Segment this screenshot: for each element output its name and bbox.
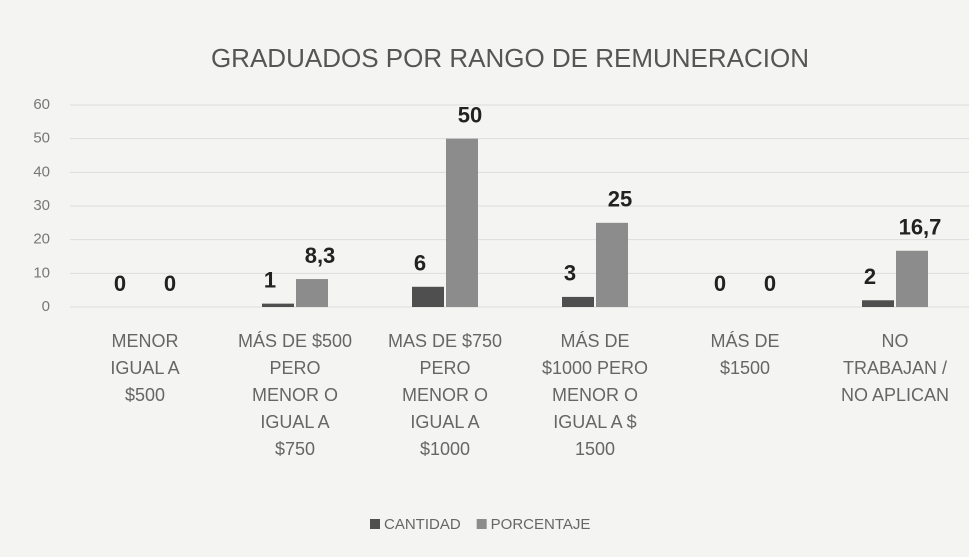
data-label: 0: [764, 271, 776, 296]
legend-swatch: [476, 519, 487, 529]
data-label: 16,7: [899, 215, 942, 240]
data-label: 6: [414, 251, 426, 276]
data-label: 8,3: [305, 243, 336, 268]
legend-label: PORCENTAJE: [491, 516, 591, 533]
x-tick-label: MÁS DE $1500: [710, 331, 779, 378]
data-label: 1: [264, 267, 276, 292]
bar: [596, 222, 628, 307]
bar: [862, 300, 894, 307]
y-tick-label: 40: [33, 163, 50, 180]
bar: [262, 303, 294, 307]
bar: [412, 286, 444, 307]
data-label: 0: [164, 271, 176, 296]
x-tick-label: MENOR IGUAL A $500: [110, 331, 179, 405]
x-tick-label: MÁS DE $500 PERO MENOR O IGUAL A $750: [238, 331, 352, 459]
data-label: 25: [608, 187, 632, 212]
y-tick-label: 30: [33, 197, 50, 214]
y-tick-label: 10: [33, 264, 50, 281]
data-label: 50: [458, 102, 482, 127]
data-label: 2: [864, 264, 876, 289]
legend-label: CANTIDAD: [384, 516, 461, 533]
bar: [296, 279, 328, 307]
bar: [446, 138, 478, 307]
y-tick-label: 60: [33, 96, 50, 113]
data-label: 0: [114, 271, 126, 296]
bar: [562, 296, 594, 307]
y-tick-label: 20: [33, 231, 50, 248]
legend-swatch: [370, 519, 380, 529]
bar: [896, 250, 928, 307]
y-tick-label: 0: [42, 298, 50, 315]
chart-title: GRADUADOS POR RANGO DE REMUNERACION: [211, 43, 809, 73]
data-label: 3: [564, 261, 576, 286]
x-tick-label: NO TRABAJAN / NO APLICAN: [841, 331, 949, 405]
x-tick-label: MAS DE $750 PERO MENOR O IGUAL A $1000: [388, 331, 502, 459]
y-tick-label: 50: [33, 130, 50, 147]
x-tick-label: MÁS DE $1000 PERO MENOR O IGUAL A $1500: [542, 331, 648, 459]
data-label: 0: [714, 271, 726, 296]
